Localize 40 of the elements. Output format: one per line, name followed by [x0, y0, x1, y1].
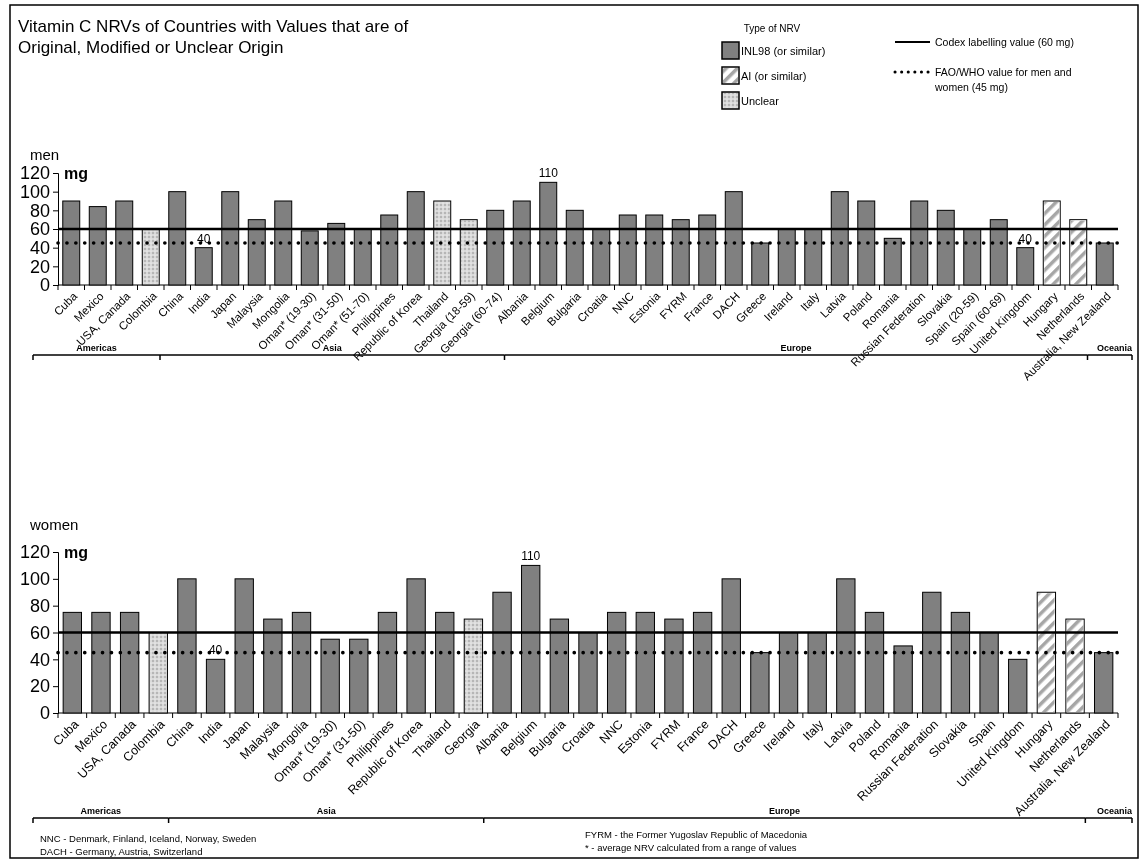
data-label: 110: [521, 549, 541, 564]
y-tick-label: 60: [29, 622, 50, 643]
y-tick-label: 20: [29, 676, 50, 697]
chart-subtitle: women: [29, 516, 79, 533]
y-tick-label: 120: [19, 542, 50, 563]
y-tick-label: 20: [29, 256, 50, 277]
text: Oceania: [1096, 343, 1133, 353]
text: DACH - Germany, Austria, Switzerland: [40, 846, 203, 857]
y-tick-label: 80: [29, 595, 50, 616]
y-axis-title: mg: [64, 165, 88, 182]
data-label: 40: [197, 231, 211, 246]
legend-label: Unclear: [741, 95, 780, 107]
data-label: 110: [538, 166, 559, 181]
data-label: 40: [1018, 231, 1033, 246]
legend-title: Type of NRV: [743, 23, 801, 34]
text: Americas: [80, 806, 122, 816]
legend-label: INL98 (or similar): [741, 45, 826, 57]
text: FYRM - the Former Yugoslav Republic of Macedonia: [585, 829, 808, 840]
chart-title: Vitamin C NRVs of Countries with Values that are of Original, Modified or Unclear Origin: [18, 17, 409, 57]
y-tick-label: 120: [19, 163, 50, 184]
y-tick-label: 0: [39, 275, 50, 296]
text: Oceania: [1096, 806, 1133, 816]
y-tick-label: 80: [29, 200, 50, 221]
text: * - average NRV calculated from a range of values: [585, 842, 797, 853]
y-tick-label: 40: [29, 237, 50, 258]
legend-label: Codex labelling value (60 mg): [935, 36, 1074, 48]
text: Europe: [769, 806, 801, 816]
legend-label: FAO/WHO value for men and women (45 mg): [934, 66, 1072, 93]
text: Americas: [76, 343, 117, 353]
text: NNC - Denmark, Finland, Iceland, Norway, Sweden: [40, 833, 257, 844]
text: Asia: [316, 806, 337, 816]
text: Europe: [780, 343, 812, 353]
y-axis-title: mg: [64, 544, 88, 561]
legend-label: AI (or similar): [741, 70, 807, 82]
y-tick-label: 60: [29, 219, 50, 240]
chart-subtitle: men: [30, 146, 60, 163]
y-tick-label: 40: [29, 649, 50, 670]
y-tick-label: 0: [39, 703, 50, 724]
y-tick-label: 100: [19, 569, 50, 590]
y-tick-label: 100: [19, 181, 50, 202]
